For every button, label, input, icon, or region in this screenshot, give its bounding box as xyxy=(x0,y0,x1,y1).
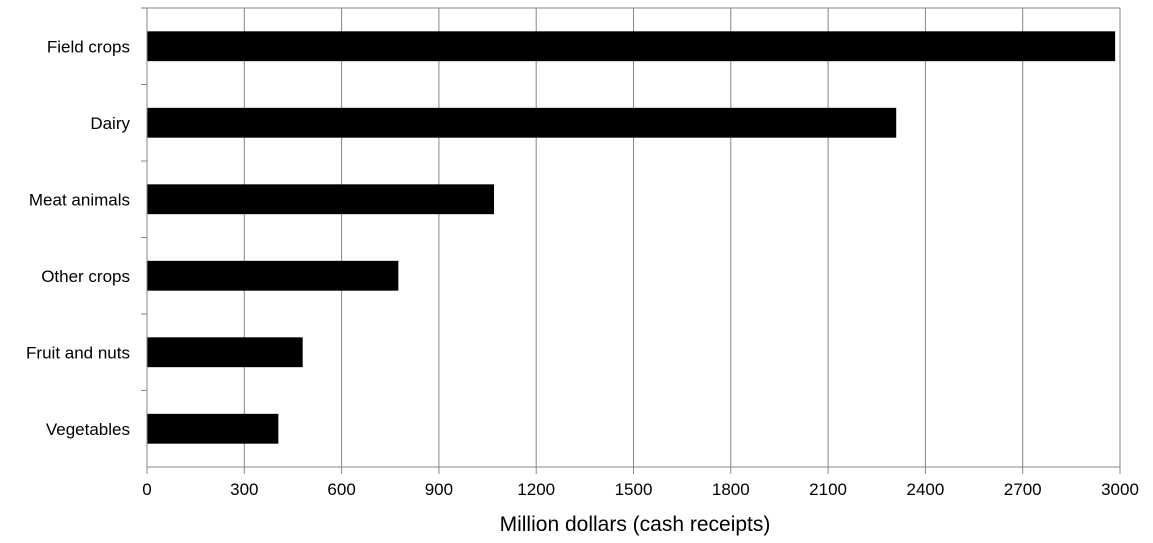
x-tick-label: 1500 xyxy=(615,480,653,499)
bar-dairy xyxy=(147,107,897,138)
bar-vegetables xyxy=(147,413,279,444)
x-tick-label: 2700 xyxy=(1004,480,1042,499)
bar-field-crops xyxy=(147,31,1116,62)
axes xyxy=(141,7,1121,474)
x-tick-label: 0 xyxy=(142,480,151,499)
category-label: Field crops xyxy=(47,37,130,56)
x-tick-label: 300 xyxy=(230,480,258,499)
x-tick-label: 3000 xyxy=(1101,480,1139,499)
x-tick-label: 2100 xyxy=(809,480,847,499)
x-tick-label: 600 xyxy=(327,480,355,499)
x-tick-label: 900 xyxy=(425,480,453,499)
category-label: Dairy xyxy=(90,114,130,133)
category-label: Other crops xyxy=(41,267,130,286)
x-tick-label: 1800 xyxy=(712,480,750,499)
category-label: Vegetables xyxy=(46,420,130,439)
grid-lines xyxy=(243,8,1121,467)
bar-meat-animals xyxy=(147,184,495,215)
category-labels: Field crops Dairy Meat animals Other crops F… xyxy=(26,37,130,439)
bar-other-crops xyxy=(147,260,399,291)
x-tick-label: 2400 xyxy=(906,480,944,499)
category-label: Fruit and nuts xyxy=(26,343,130,362)
bars xyxy=(147,31,1116,444)
x-tick-label: 1200 xyxy=(517,480,555,499)
x-tick-labels: 0 300 600 900 1200 1500 1800 2100 2400 2700 3000 xyxy=(142,480,1139,499)
x-axis-title: Million dollars (cash receipts) xyxy=(500,513,771,536)
bar-fruit-and-nuts xyxy=(147,337,303,368)
category-label: Meat animals xyxy=(29,190,130,209)
